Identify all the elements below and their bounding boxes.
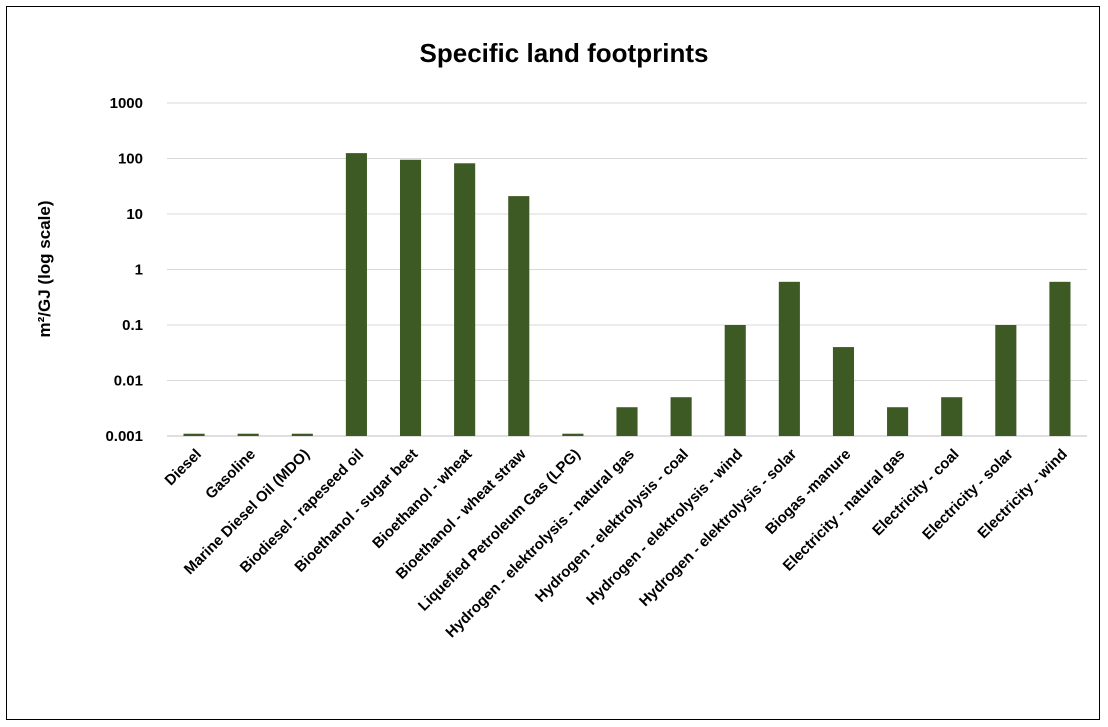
bar [941, 397, 963, 436]
bar [237, 433, 259, 436]
x-tick-label: Gasoline [202, 446, 259, 503]
x-tick-label: Diesel [162, 446, 205, 489]
y-tick-label: 10 [126, 206, 143, 223]
bar-chart: Specific land footprints m²/GJ (log scal… [35, 38, 1087, 642]
bar [724, 325, 746, 436]
y-tick-label: 0.1 [122, 317, 143, 334]
bar [832, 347, 855, 436]
bar [454, 163, 476, 436]
bar [1049, 281, 1071, 436]
bar [508, 196, 530, 436]
bar [291, 433, 313, 436]
bar [345, 153, 367, 436]
y-tick-label: 0.01 [114, 373, 143, 390]
x-tick-label: Hydrogen - elektrolysis - natural gas [442, 446, 637, 641]
bar [887, 407, 909, 436]
chart-title: Specific land footprints [420, 38, 709, 68]
y-axis-label: m²/GJ (log scale) [35, 201, 54, 338]
bar [616, 407, 638, 436]
bars [183, 153, 1071, 437]
bar [399, 159, 422, 437]
y-tick-label: 0.001 [105, 428, 143, 445]
chart-frame: Specific land footprints m²/GJ (log scal… [6, 6, 1100, 720]
y-tick-label: 100 [118, 151, 143, 168]
bar [778, 281, 800, 436]
y-tick-label: 1000 [110, 95, 143, 112]
bar [183, 433, 205, 436]
y-tick-label: 1 [135, 262, 143, 279]
x-tick-label: Electricity - solar [919, 446, 1017, 544]
y-tick-labels: 1000 100 10 1 0.1 0.01 0.001 [105, 95, 143, 445]
x-tick-label: Bioethanol - wheat [369, 446, 475, 552]
gridlines [167, 102, 1087, 437]
bar [670, 397, 692, 436]
bar [995, 325, 1017, 436]
bar [562, 433, 584, 436]
